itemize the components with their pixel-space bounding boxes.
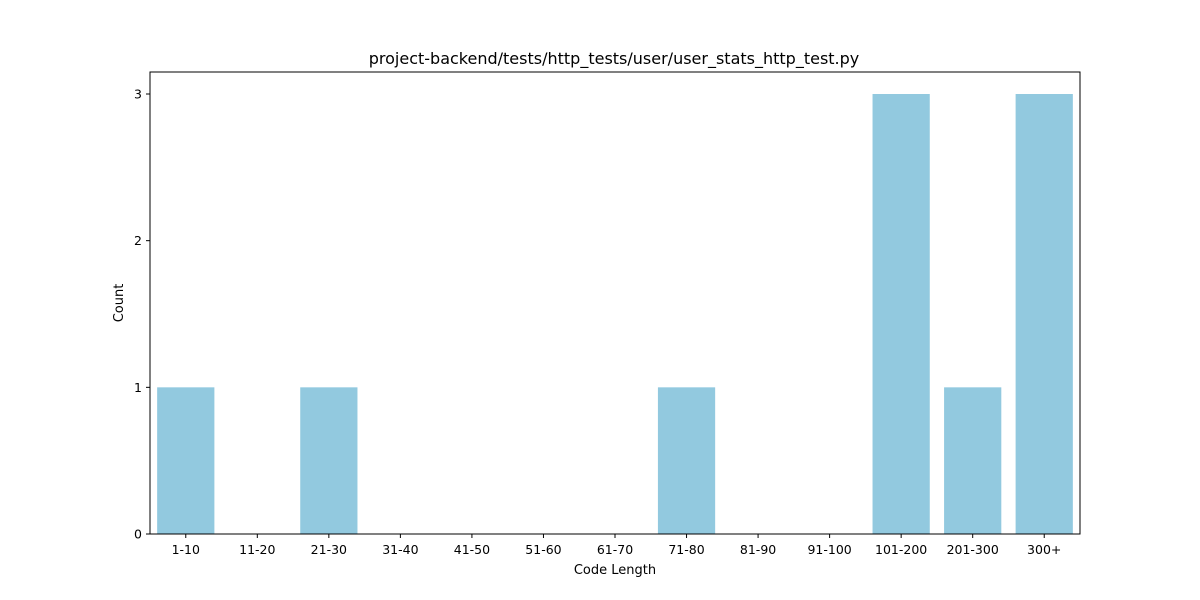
y-tick-label: 3 (134, 87, 142, 102)
y-axis-label: Count (112, 284, 127, 323)
bar-21-30 (300, 387, 358, 534)
x-axis: 1-10 11-20 21-30 31-40 41-50 51-60 61-70 71-80 8… (172, 534, 1061, 557)
bars-group (157, 94, 1073, 534)
bar-101-200 (872, 94, 930, 534)
y-tick-label: 2 (134, 233, 142, 248)
x-tick-label: 41-50 (454, 542, 490, 557)
bar-71-80 (657, 387, 716, 534)
x-tick-label: 101-200 (875, 542, 927, 557)
x-tick-label: 51-60 (525, 542, 561, 557)
y-axis: 0 1 2 3 (134, 87, 150, 542)
bar-300+ (1015, 94, 1073, 534)
x-tick-label: 31-40 (382, 542, 418, 557)
bar-1-10 (157, 387, 215, 534)
x-tick-label: 91-100 (807, 542, 851, 557)
x-tick-label: 201-300 (947, 542, 999, 557)
y-tick-label: 1 (134, 380, 142, 395)
x-tick-label: 1-10 (172, 542, 200, 557)
x-tick-label: 81-90 (740, 542, 776, 557)
x-tick-label: 71-80 (668, 542, 704, 557)
x-tick-label: 300+ (1027, 542, 1061, 557)
bar-201-300 (944, 387, 1002, 534)
chart-title: project-backend/tests/http_tests/user/us… (369, 49, 860, 69)
plot-frame (149, 71, 1081, 535)
y-tick-label: 0 (134, 527, 142, 542)
x-tick-label: 21-30 (311, 542, 347, 557)
x-tick-label: 61-70 (597, 542, 633, 557)
x-axis-label: Code Length (574, 563, 656, 578)
x-tick-label: 11-20 (239, 542, 275, 557)
